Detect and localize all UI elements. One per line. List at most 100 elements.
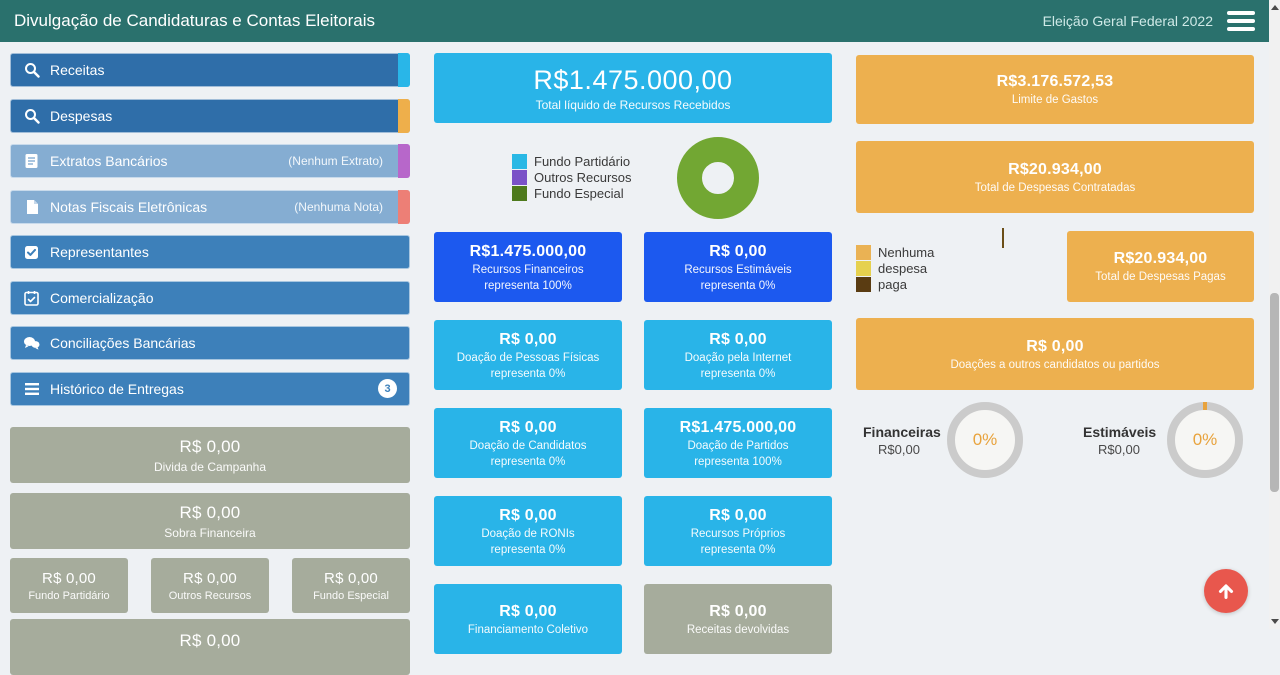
sidebar-item-conciliacoes-bancarias[interactable]: Conciliações Bancárias	[10, 326, 410, 360]
doacoes-outros-card: R$ 0,00 Doações a outros candidatos ou p…	[856, 318, 1254, 390]
gauge-amount: R$0,00	[1098, 441, 1140, 457]
card-value: R$ 0,00	[709, 602, 767, 620]
search-icon	[23, 62, 40, 79]
scrollbar-up-arrow[interactable]	[1270, 5, 1279, 10]
card-value: R$20.934,00	[1008, 160, 1102, 178]
card-value: R$ 0,00	[709, 242, 767, 260]
legend-swatch	[856, 277, 871, 292]
recursos-estimaveis-card: R$ 0,00 Recursos Estimáveis representa 0…	[644, 232, 832, 302]
color-strip	[398, 98, 410, 133]
gauge-ring: 0%	[1167, 402, 1243, 478]
card-label: Doação de Candidatos	[469, 439, 587, 452]
despesas-pagas-card: R$20.934,00 Total de Despesas Pagas	[1067, 231, 1254, 302]
card-sub: representa 0%	[490, 543, 566, 556]
legend-item: despesa	[856, 261, 934, 276]
card-value: R$ 0,00	[1026, 337, 1084, 355]
card-sub: representa 100%	[484, 279, 572, 292]
comments-icon	[23, 335, 40, 352]
card-sub: representa 0%	[490, 455, 566, 468]
legend-label: paga	[878, 277, 907, 292]
scroll-to-top-button[interactable]	[1204, 569, 1248, 613]
legend-item: Fundo Especial	[512, 186, 632, 201]
sidebar-item-receitas[interactable]: Receitas	[10, 53, 410, 87]
card-label: Sobra Financeira	[164, 525, 256, 540]
sidebar-item-label: Despesas	[50, 107, 113, 124]
card-label: Financiamento Coletivo	[467, 623, 589, 636]
card-label: Doação de RONIs	[481, 527, 575, 540]
menu-icon[interactable]	[1227, 11, 1255, 31]
gauge-title: Financeiras	[863, 423, 941, 440]
arrow-up-icon	[1218, 584, 1234, 599]
card-label: Fundo Partidário	[28, 589, 110, 602]
doacao-internet-card: R$ 0,00 Doação pela Internet representa …	[644, 320, 832, 390]
color-strip	[398, 144, 410, 178]
gauges-row: Financeiras R$0,00 0% Estimáveis R$0,00 …	[856, 402, 1254, 478]
card-value: R$ 0,00	[179, 436, 241, 456]
card-sub: representa 0%	[700, 543, 776, 556]
card-value: R$ 0,00	[709, 506, 767, 524]
card-label: Doação de Partidos	[687, 439, 789, 452]
legend-label: despesa	[878, 261, 928, 276]
fundo-especial-card: R$ 0,00 Fundo Especial	[292, 558, 410, 613]
card-label: Recursos Financeiros	[472, 263, 584, 276]
card-value: R$ 0,00	[499, 418, 557, 436]
scrollbar-down-arrow[interactable]	[1270, 619, 1279, 624]
legend-swatch	[512, 170, 527, 185]
gauge-financeiras: Financeiras R$0,00 0%	[863, 402, 1023, 478]
card-value: R$ 0,00	[709, 330, 767, 348]
app-header: Divulgação de Candidaturas e Contas Elei…	[0, 0, 1269, 42]
card-sub: representa 0%	[490, 367, 566, 380]
receitas-panel: R$1.475.000,00 Total líquido de Recursos…	[434, 53, 832, 654]
card-label: Total de Despesas Contratadas	[974, 181, 1136, 194]
card-value: R$ 0,00	[499, 506, 557, 524]
sidebar-item-label: Histórico de Entregas	[50, 380, 184, 397]
card-label: Recursos Próprios	[690, 527, 786, 540]
sidebar-item-despesas[interactable]: Despesas	[10, 98, 410, 133]
despesas-contratadas-card: R$20.934,00 Total de Despesas Contratada…	[856, 141, 1254, 213]
financiamento-coletivo-card: R$ 0,00 Financiamento Coletivo	[434, 584, 622, 654]
list-icon	[23, 380, 40, 397]
card-value: R$3.176.572,53	[996, 73, 1114, 90]
recursos-financeiros-card: R$1.475.000,00 Recursos Financeiros repr…	[434, 232, 622, 302]
legend-label: Fundo Especial	[534, 186, 624, 201]
card-label: Fundo Especial	[313, 589, 389, 602]
card-value: R$ 0,00	[324, 569, 378, 587]
sidebar-item-label: Conciliações Bancárias	[50, 335, 196, 351]
card-sub: representa 100%	[694, 455, 782, 468]
divida-campanha-card: R$ 0,00 Divida de Campanha	[10, 427, 410, 483]
color-strip	[398, 53, 410, 87]
gauge-title: Estimáveis	[1083, 423, 1157, 440]
legend-swatch	[512, 186, 527, 201]
bank-statement-icon	[23, 153, 40, 170]
sidebar-item-notas-fiscais[interactable]: Notas Fiscais Eletrônicas (Nenhuma Nota)	[10, 189, 410, 224]
limite-gastos-card: R$3.176.572,53 Limite de Gastos	[856, 55, 1254, 124]
vertical-scrollbar[interactable]	[1269, 0, 1280, 629]
gauge-amount: R$0,00	[878, 441, 920, 457]
clipped-summary-card: R$ 0,00	[10, 619, 410, 675]
card-label: Receitas devolvidas	[686, 623, 790, 636]
scrollbar-thumb[interactable]	[1270, 293, 1279, 492]
sidebar-item-extratos-bancarios[interactable]: Extratos Bancários (Nenhum Extrato)	[10, 144, 410, 178]
sidebar-item-comercializacao[interactable]: Comercialização	[10, 280, 410, 315]
card-label: Recursos Estimáveis	[684, 263, 792, 276]
card-value: R$ 0,00	[42, 569, 96, 587]
card-value: R$ 0,00	[179, 502, 241, 522]
card-value: R$1.475.000,00	[469, 242, 587, 260]
sidebar-item-note: (Nenhuma Nota)	[294, 199, 383, 214]
legend-swatch	[512, 154, 527, 169]
card-label: Total líquido de Recursos Recebidos	[535, 97, 731, 112]
sidebar-item-representantes[interactable]: Representantes	[10, 235, 410, 269]
card-value: R$ 0,00	[499, 602, 557, 620]
sidebar-item-historico-entregas[interactable]: Histórico de Entregas 3	[10, 371, 410, 406]
card-label: Total de Despesas Pagas	[1095, 271, 1226, 283]
card-label: Doação pela Internet	[684, 351, 792, 364]
gauge-estimaveis: Estimáveis R$0,00 0%	[1083, 402, 1243, 478]
despesas-pagas-chart-row: Nenhuma despesa paga R$20.934,00 Total d…	[856, 228, 1254, 303]
color-strip	[398, 189, 410, 224]
sobra-financeira-card: R$ 0,00 Sobra Financeira	[10, 493, 410, 549]
card-sub: representa 0%	[700, 279, 776, 292]
legend-item: Nenhuma	[856, 245, 934, 260]
legend-label: Outros Recursos	[534, 170, 632, 185]
legend-item: Outros Recursos	[512, 170, 632, 185]
card-value: R$1.475.000,00	[533, 64, 733, 95]
